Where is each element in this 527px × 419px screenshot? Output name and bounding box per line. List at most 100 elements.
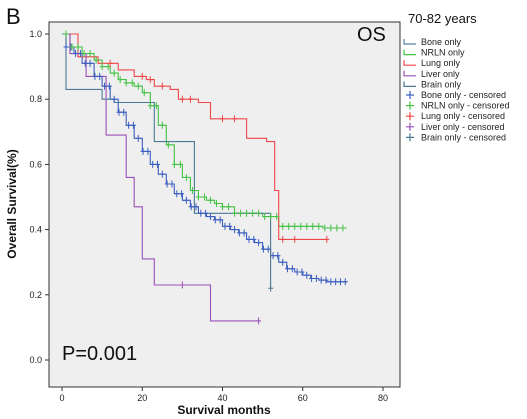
y-axis-title: Overall Survival(%)	[5, 149, 19, 258]
y-tick-label: 0.4	[29, 225, 42, 235]
nrln-only-censor-mark	[141, 89, 147, 97]
nrln-only-censor-mark	[250, 209, 256, 217]
x-tick-label: 0	[59, 393, 64, 403]
bone-only-censor-mark	[270, 252, 276, 260]
y-tick-label: 0.2	[29, 290, 42, 300]
bone-only-censor-mark	[241, 229, 247, 237]
nrln-only-censor-mark	[268, 213, 274, 221]
nrln-only-censor-mark	[292, 222, 298, 230]
bone-only-censor-mark	[232, 226, 238, 234]
nrln-only-censor-mark	[274, 213, 280, 221]
bone-only-censor-mark	[140, 147, 146, 155]
bone-only-censor-mark	[285, 265, 291, 273]
nrln-only-censor-mark	[340, 224, 346, 232]
nrln-only-censor-mark	[310, 222, 316, 230]
x-axis-title: Survival months	[177, 403, 271, 417]
lung-only-censor-mark	[107, 59, 113, 67]
panel-letter: B	[6, 4, 21, 29]
bone-only-censor-mark	[106, 82, 112, 90]
nrln-only-censor-mark	[93, 56, 99, 64]
bone-only-censor-mark	[318, 276, 324, 284]
lung-only-censor-mark	[220, 115, 225, 123]
nrln-only-censor-mark	[232, 209, 238, 217]
nrln-only-censor-mark	[189, 186, 195, 194]
nrln-only-censor-mark	[81, 50, 87, 58]
nrln-only-censor-mark	[298, 222, 304, 230]
nrln-only-censor-mark	[322, 224, 328, 232]
bone-only-censor-mark	[304, 271, 310, 279]
bone-only-censor-mark	[342, 278, 348, 286]
nrln-only-censor-mark	[286, 222, 292, 230]
bone-only-censor-mark	[169, 180, 175, 188]
nrln-only-censor-mark	[63, 30, 69, 38]
brain-only-censor-mark	[268, 284, 274, 292]
bone-only-censor-mark	[179, 190, 185, 198]
legend-swatch-liver-only	[403, 70, 416, 77]
bone-only-censor-mark	[333, 278, 339, 286]
bone-only-censor-mark	[275, 252, 281, 260]
lung-only-censor-mark	[232, 115, 238, 123]
lung-only-censor-mark	[179, 95, 185, 103]
bone-only-censor-mark	[203, 209, 209, 217]
bone-only-censor-mark	[188, 203, 194, 211]
nrln-only-censor-mark	[220, 203, 225, 211]
bone-only-censor-mark	[154, 160, 160, 168]
endpoint-label: OS	[357, 24, 386, 46]
legend-swatch-brain-only	[403, 81, 416, 87]
bone-only-censor-mark	[207, 213, 213, 221]
legend-swatch-liver-only-censored	[406, 122, 414, 131]
y-tick-label: 0.0	[29, 355, 42, 365]
bone-only-censor-mark	[116, 108, 122, 116]
legend-swatch-brain-only-censored	[406, 133, 414, 142]
bone-only-censor-mark	[82, 59, 88, 67]
legend-label-lung-only-censored: Lung only - censored	[421, 111, 505, 121]
nrln-only-censor-mark	[244, 209, 250, 217]
bone-only-censor-mark	[260, 245, 266, 253]
legend-swatch-bone-only	[403, 39, 416, 45]
bone-only-censor-mark	[227, 222, 233, 230]
bone-only-censor-mark	[111, 95, 117, 103]
bone-only-censor-mark	[145, 147, 151, 155]
nrln-only-censor-mark	[238, 209, 244, 217]
bone-only-censor-mark	[222, 222, 228, 230]
liver-only-censor-mark	[179, 281, 185, 289]
bone-only-censor-mark	[130, 121, 136, 129]
nrln-only-censor-mark	[183, 173, 189, 181]
bone-only-censor-mark	[246, 235, 252, 243]
nrln-only-censor-mark	[304, 222, 310, 230]
legend-swatch-nrln-only-censored	[406, 101, 414, 110]
legend-swatch-lung-only-censored	[406, 112, 414, 121]
legend-swatch-bone-only-censored	[406, 91, 414, 99]
bone-only-censor-mark	[313, 275, 319, 282]
nrln-only-censor-mark	[334, 224, 340, 232]
lung-only-censor-mark	[147, 76, 153, 84]
lung-only-curve	[62, 33, 327, 240]
age-group-label: 70-82 years	[408, 11, 477, 26]
nrln-only-censor-mark	[256, 209, 262, 217]
nrln-only-censor-mark	[123, 79, 129, 87]
bone-only-censor-mark	[236, 229, 242, 237]
nrln-only-censor-mark	[153, 102, 159, 110]
bone-only-censor-mark	[328, 278, 334, 286]
bone-only-censor-mark	[198, 209, 204, 217]
x-tick-label: 40	[217, 393, 227, 403]
legend-label-bone-only: Bone only	[421, 37, 462, 47]
legend-label-bone-only-censored: Bone only - censored	[421, 90, 506, 100]
x-axis-ticks: 0 20 40 60 80	[59, 387, 388, 403]
bone-only-censor-mark	[193, 203, 199, 211]
bone-only-censor-mark	[174, 190, 180, 198]
y-axis-ticks: 0.0 0.2 0.4 0.6 0.8 1.0	[29, 29, 49, 365]
bone-only-censor-mark	[289, 265, 295, 273]
y-tick-label: 1.0	[29, 29, 42, 39]
legend-label-nrln-only: NRLN only	[421, 48, 465, 58]
x-tick-label: 80	[378, 393, 388, 403]
plot-area	[48, 21, 401, 388]
legend-label-liver-only: Liver only	[421, 69, 460, 79]
bone-only-censor-mark	[102, 82, 108, 90]
bone-only-censor-mark	[92, 72, 98, 80]
lung-only-censor-mark	[139, 72, 145, 80]
nrln-only-censor-mark	[147, 102, 153, 110]
bone-only-censor-mark	[183, 196, 189, 204]
